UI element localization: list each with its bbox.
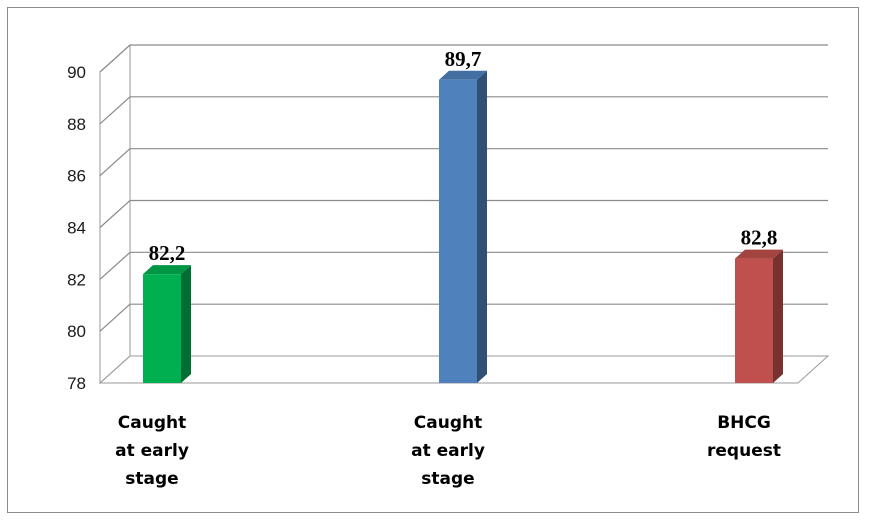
y-tick-label: 90: [67, 63, 86, 82]
gridline: [99, 148, 828, 177]
bar-front: [143, 274, 181, 383]
bar-top: [143, 265, 191, 275]
y-tick-label: 82: [67, 270, 86, 289]
bar-front: [439, 79, 477, 384]
y-tick-label: 78: [67, 374, 86, 393]
grid-lines: [99, 44, 828, 332]
bar: [735, 249, 783, 383]
category-label: BHCG request: [707, 413, 781, 461]
bar: [439, 70, 487, 384]
bar-front: [735, 258, 773, 383]
gridline: [99, 96, 828, 125]
data-labels: 82,2 89,7 82,8: [149, 47, 778, 265]
data-label: 89,7: [445, 47, 482, 71]
chart-frame: [7, 7, 859, 513]
floor: [98, 355, 830, 384]
bar-side: [773, 249, 783, 383]
y-axis-ticks: 78 80 82 84 86 88 90: [67, 63, 86, 393]
bar-side: [181, 265, 191, 383]
category-label: Caught at early stage: [411, 413, 485, 489]
data-label: 82,2: [149, 241, 186, 265]
bars: [143, 70, 783, 384]
bar: [143, 265, 191, 383]
data-label: 82,8: [741, 226, 778, 250]
y-tick-label: 84: [67, 219, 86, 238]
bar-top: [439, 70, 487, 80]
y-tick-label: 86: [67, 167, 86, 186]
bar-side: [477, 70, 487, 384]
gridline: [99, 303, 828, 332]
y-tick-label: 88: [67, 115, 86, 134]
category-labels: Caught at early stage Caught at early stage BH…: [115, 413, 781, 489]
gridline: [99, 251, 828, 280]
y-tick-label: 80: [67, 322, 86, 341]
bar-top: [735, 249, 783, 259]
gridline: [99, 44, 828, 73]
category-label: Caught at early stage: [115, 413, 189, 489]
gridline: [99, 199, 828, 228]
